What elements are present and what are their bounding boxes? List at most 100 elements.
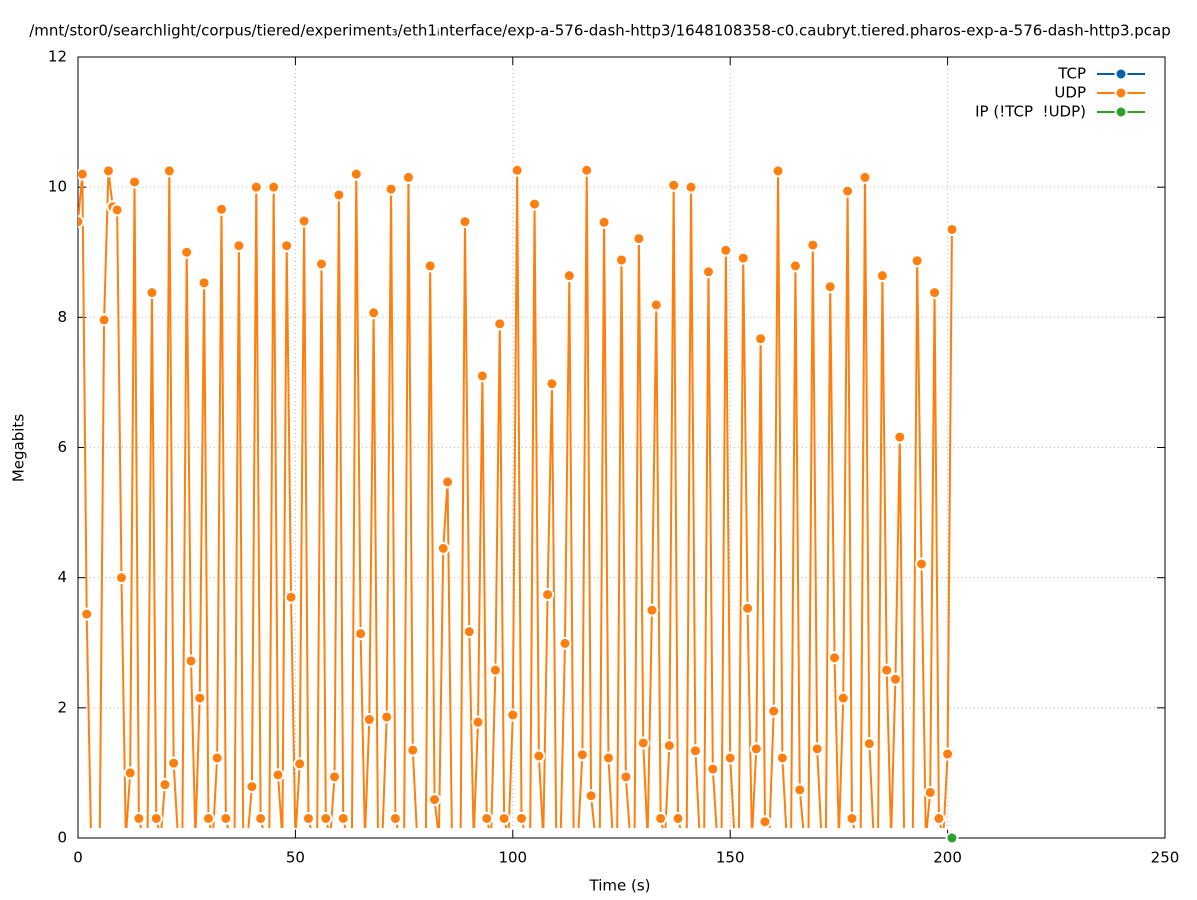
data-point	[384, 182, 398, 196]
data-point	[167, 756, 181, 770]
data-point	[706, 762, 720, 776]
x-tick-label: 150	[716, 849, 745, 867]
data-point	[584, 789, 598, 803]
data-point	[528, 197, 542, 211]
data-point	[428, 793, 442, 807]
data-point	[888, 672, 902, 686]
x-tick-label: 0	[73, 849, 83, 867]
data-point	[862, 737, 876, 751]
legend-label: UDP	[1054, 84, 1086, 102]
chart-title: /mnt/stor0/searchlight/corpus/tiered/exp…	[29, 22, 1171, 40]
data-point	[462, 625, 476, 639]
data-point	[723, 751, 737, 765]
data-point	[328, 770, 342, 784]
data-point	[110, 203, 124, 217]
data-point	[184, 654, 198, 668]
data-point	[475, 369, 489, 383]
data-point	[671, 811, 685, 825]
data-point	[180, 245, 194, 259]
data-point	[436, 541, 450, 555]
data-point	[636, 736, 650, 750]
data-point	[480, 811, 494, 825]
data-point	[78, 215, 85, 229]
data-point	[749, 742, 763, 756]
data-point	[558, 636, 572, 650]
data-point	[78, 167, 89, 181]
data-point	[514, 811, 528, 825]
series-line	[78, 170, 953, 828]
data-point	[845, 811, 859, 825]
data-point	[493, 317, 507, 331]
y-tick-label: 12	[48, 48, 67, 66]
data-point	[101, 164, 115, 178]
data-point	[314, 257, 328, 271]
data-point	[758, 815, 772, 828]
data-point	[123, 766, 137, 780]
y-tick-label: 2	[57, 698, 67, 716]
data-point	[271, 768, 285, 782]
legend-label: TCP	[1057, 65, 1086, 83]
data-point	[532, 749, 546, 763]
data-point	[580, 163, 594, 177]
data-point	[423, 259, 437, 273]
x-tick-label: 250	[1151, 849, 1180, 867]
data-point	[875, 269, 889, 283]
data-point	[828, 651, 842, 665]
data-point	[858, 170, 872, 184]
data-point	[301, 811, 315, 825]
data-point	[497, 811, 511, 825]
data-point	[197, 276, 211, 290]
data-point	[688, 744, 702, 758]
data-point	[332, 188, 346, 202]
data-point	[219, 811, 233, 825]
data-point	[267, 180, 281, 194]
data-point	[893, 430, 907, 444]
data-point	[771, 164, 785, 178]
data-point	[915, 557, 929, 571]
data-point	[562, 269, 576, 283]
data-point	[214, 202, 228, 216]
data-point	[880, 663, 894, 677]
data-point	[293, 757, 307, 771]
legend-marker	[1114, 67, 1128, 81]
x-tick-label: 200	[933, 849, 962, 867]
data-point	[541, 588, 555, 602]
data-point	[201, 811, 215, 825]
data-point	[736, 251, 750, 265]
data-point	[928, 286, 942, 300]
data-point	[80, 607, 94, 621]
x-axis-label: Time (s)	[589, 877, 651, 895]
data-point	[923, 785, 937, 799]
data-point	[684, 180, 698, 194]
data-point	[823, 280, 837, 294]
data-point	[945, 222, 959, 236]
data-point	[597, 215, 611, 229]
data-point	[232, 239, 246, 253]
data-point	[193, 691, 207, 705]
x-tick-label: 50	[286, 849, 305, 867]
data-point	[806, 238, 820, 252]
data-point	[910, 254, 924, 268]
data-point	[254, 811, 268, 825]
data-point	[441, 475, 455, 489]
data-point	[932, 811, 946, 825]
data-point	[662, 739, 676, 753]
data-point	[632, 232, 646, 246]
data-point	[284, 590, 298, 604]
data-point	[775, 751, 789, 765]
data-point	[545, 377, 559, 391]
data-point	[619, 770, 633, 784]
data-point	[841, 184, 855, 198]
data-point	[280, 239, 294, 253]
data-point	[367, 306, 381, 320]
data-point	[767, 704, 781, 718]
data-point	[362, 713, 376, 727]
data-point	[810, 742, 824, 756]
data-point	[506, 708, 520, 722]
legend-marker	[1114, 86, 1128, 100]
data-point	[245, 780, 259, 794]
data-point	[788, 259, 802, 273]
data-point	[97, 313, 111, 327]
y-tick-label: 10	[48, 178, 67, 196]
plot-border	[77, 56, 1166, 839]
